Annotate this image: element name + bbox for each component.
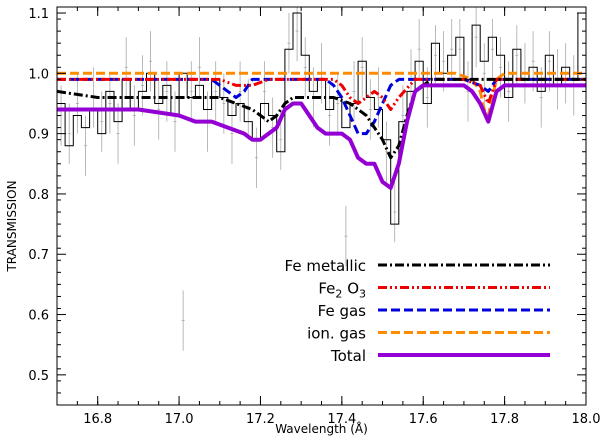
x-tick-label: 17.6	[409, 412, 438, 427]
legend-label-fe-metallic: Fe metallic	[285, 257, 366, 275]
series-line-fe-o	[57, 77, 586, 111]
x-axis-title: Wavelength (Å)	[275, 421, 368, 436]
model-curves-layer	[56, 71, 586, 190]
x-tick-label: 18.0	[572, 412, 600, 427]
y-tick-label: 0.9	[28, 128, 49, 143]
legend-label-fe-gas: Fe gas	[318, 302, 367, 320]
legend-label-fe: Fe2 O3	[318, 280, 366, 301]
legend-label-ion-gas: ion. gas	[307, 325, 366, 343]
y-axis-title: TRANSMISSION	[5, 180, 19, 272]
series-line-total	[57, 83, 586, 190]
y-tick-label: 1.0	[28, 67, 49, 82]
x-tick-label: 17.0	[165, 412, 194, 427]
x-tick-label: 17.4	[327, 412, 356, 427]
x-tick-label: 17.8	[490, 412, 519, 427]
axes-layer: 16.8 17.0 17.2 17.4 17.6 17.8 18.0 0.5 0.6 0.7 0.8…	[28, 7, 600, 427]
x-tick-label: 16.8	[83, 412, 112, 427]
x-tick-label: 17.2	[246, 412, 275, 427]
y-tick-label: 0.8	[28, 188, 49, 203]
y-tick-label: 1.1	[28, 7, 49, 22]
y-tick-label: 0.7	[28, 248, 49, 263]
legend-label-total: Total	[330, 347, 366, 365]
y-tick-label: 0.6	[28, 309, 49, 324]
y-tick-label: 0.5	[28, 369, 49, 384]
observed-data-layer	[57, 7, 586, 351]
